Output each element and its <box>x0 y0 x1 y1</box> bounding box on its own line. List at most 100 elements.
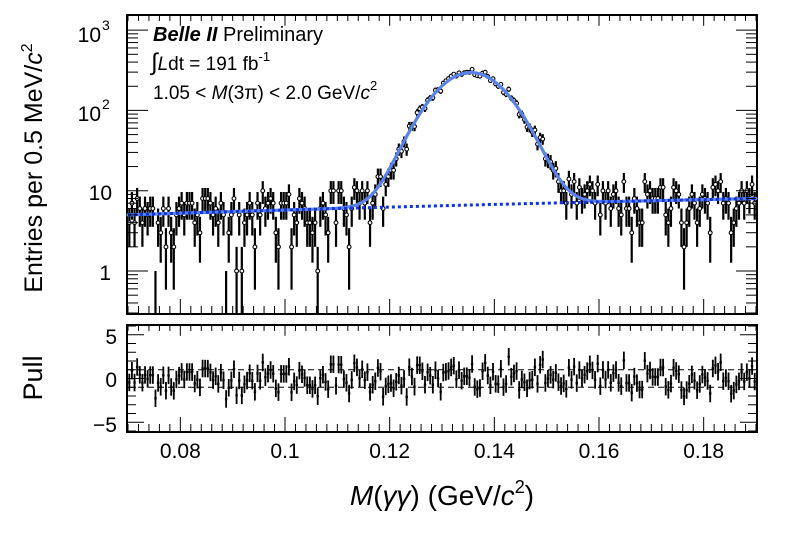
legend-lumi-exp: -1 <box>258 49 270 64</box>
pull-point <box>324 373 327 391</box>
main-plot-frame <box>126 14 758 315</box>
pull-point <box>431 376 435 394</box>
pull-point <box>306 376 309 394</box>
data-point-marker <box>260 188 266 194</box>
pull-point <box>395 373 398 391</box>
pull-point <box>371 376 374 394</box>
data-point-marker <box>634 206 640 211</box>
data-point-marker <box>506 86 512 92</box>
ylabel-c: c <box>20 52 48 65</box>
data-point-marker <box>613 188 619 194</box>
data-point <box>569 184 574 209</box>
data-point <box>163 228 169 290</box>
pull-point <box>154 389 157 408</box>
pull-point <box>303 369 306 387</box>
data-point <box>307 208 313 247</box>
pull-point <box>531 371 534 389</box>
main-y-tick-labels: 1 10 10 2 10 3 <box>78 17 112 285</box>
data-point <box>684 208 690 247</box>
pull-point <box>256 364 259 383</box>
data-point-marker <box>289 244 294 250</box>
data-point <box>697 196 703 227</box>
pull-point <box>141 373 144 392</box>
pull-point <box>489 376 492 395</box>
pull-point <box>151 366 155 384</box>
pull-y-axis-label: Pull <box>18 355 48 400</box>
pull-point <box>740 363 743 381</box>
pull-point <box>292 372 296 391</box>
pull-point <box>311 380 314 398</box>
pull-point <box>224 390 228 408</box>
pull-point <box>326 380 330 398</box>
y-tick-label-1000-exp: 3 <box>102 17 110 33</box>
data-point-marker <box>276 244 281 250</box>
data-point <box>310 216 315 263</box>
data-point <box>168 216 174 263</box>
data-point-marker <box>257 212 263 218</box>
pull-point <box>554 364 558 382</box>
pull-point <box>481 362 484 381</box>
pull-point <box>523 373 526 391</box>
pull-point <box>219 363 223 382</box>
pull-point <box>258 372 262 390</box>
data-point-marker <box>540 136 546 142</box>
data-point-marker <box>626 206 632 211</box>
pull-point <box>706 372 709 390</box>
legend-mass-b: (3π) < 2.0 GeV/ <box>227 83 361 104</box>
data-point <box>595 175 601 197</box>
pull-point <box>504 375 508 393</box>
data-point <box>644 184 650 209</box>
data-point <box>150 196 156 227</box>
data-point <box>257 202 263 236</box>
data-point-marker <box>639 220 645 226</box>
data-point-marker <box>660 184 666 190</box>
pull-point <box>238 371 241 390</box>
pull-point <box>429 366 432 385</box>
pull-point <box>643 352 646 370</box>
pull-point <box>167 366 170 385</box>
data-point-marker <box>234 268 240 274</box>
pull-point <box>567 359 571 377</box>
data-point <box>681 228 687 290</box>
pull-point <box>596 354 599 373</box>
data-point-marker <box>158 230 164 236</box>
x-tick-label: 0.16 <box>579 440 620 463</box>
pull-point <box>572 357 576 376</box>
data-point <box>330 181 336 204</box>
pull-point <box>709 384 712 403</box>
pull-point <box>214 367 217 386</box>
data-point-marker <box>590 188 595 194</box>
data-point <box>621 173 627 193</box>
pull-point <box>468 368 471 387</box>
data-point-marker <box>323 212 329 218</box>
data-point-marker <box>244 212 250 218</box>
pull-point <box>654 368 657 386</box>
data-point-marker <box>215 220 221 226</box>
pull-point <box>588 355 592 374</box>
pull-point <box>664 377 667 396</box>
data-point <box>197 216 203 263</box>
data-point <box>276 228 281 290</box>
data-point <box>639 208 645 247</box>
data-point-marker <box>171 244 177 250</box>
pull-point <box>541 350 544 369</box>
data-point <box>705 191 711 220</box>
data-point <box>603 191 608 220</box>
y-tick-label-100-exp: 2 <box>102 96 110 112</box>
data-point-marker <box>642 179 648 185</box>
data-point <box>694 208 700 247</box>
xlabel-mid: ) (GeV/ <box>411 480 501 511</box>
data-point <box>234 246 240 313</box>
pull-point <box>287 357 291 376</box>
data-point <box>571 173 577 193</box>
legend-belle: Belle II <box>153 24 218 46</box>
data-point <box>205 187 211 214</box>
data-point-marker <box>616 206 622 211</box>
pull-point <box>661 358 665 377</box>
pull-point <box>473 378 476 396</box>
data-point <box>362 191 368 220</box>
pull-point <box>659 358 662 377</box>
data-point <box>187 191 192 220</box>
data-point-marker <box>338 188 344 194</box>
data-point <box>637 208 643 247</box>
